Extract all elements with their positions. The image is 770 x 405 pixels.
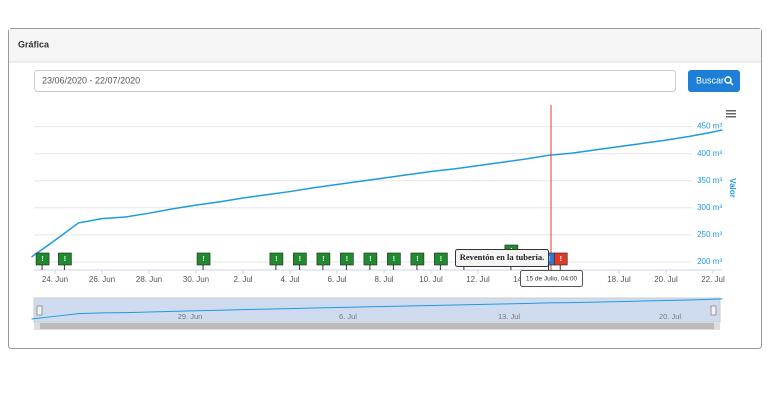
x-tick-label: 26. Jun [89,275,115,284]
tooltip-text: Reventón en la tubería. [460,252,545,262]
x-tick-label: 10. Jul [419,275,443,284]
y-tick-label: 200 m³ [697,257,722,266]
crosshair-label-box [520,270,583,287]
navigator-handle[interactable] [36,305,43,316]
flag [58,252,72,266]
x-tick-label: 6. Jul [327,275,346,284]
x-tick-label: 2. Jul [233,275,252,284]
date-input[interactable] [34,70,676,92]
flag [387,252,401,266]
navigator-label: 20. Jul [659,312,681,321]
plot: 200 m³ 250 m³ 300 m³ 350 m³ 400 m³ 450 m³ Valo… [31,105,737,287]
x-tick-label: 28. Jun [136,275,162,284]
x-tick-label: 24. Jun [42,275,68,284]
flag-text: ! [64,256,66,263]
button-label: Buscar [696,75,724,85]
y-tick-label: 450 m³ [697,122,722,131]
flag [269,252,284,266]
flag-text: ! [560,256,562,263]
x-tick-label: 18. Jul [607,275,631,284]
search-icon [724,76,732,84]
flag-text: ! [346,256,348,263]
y-axis-title: Valor [728,178,737,198]
search-icon-handle [729,81,734,86]
flag [434,252,448,266]
y-tick-label: 300 m³ [697,203,722,212]
crosshair-label: 15 de Julio, 04:00 [526,276,578,283]
panel [8,28,762,349]
flag-text: ! [393,256,395,263]
flag [196,252,211,266]
y-tick-label: 350 m³ [697,176,722,185]
tooltip [455,249,549,267]
flag [363,252,378,266]
navigator-line [31,298,723,320]
search-button[interactable] [688,70,740,92]
series-line [31,129,723,258]
flag-text: ! [440,256,442,263]
flag [553,252,568,266]
y-tick-label: 400 m³ [697,149,722,158]
flag [410,252,425,266]
flag [316,252,331,266]
flag-text: ! [41,256,43,263]
y-tick-label: 250 m³ [697,230,722,239]
navigator-label: 13. Jul [498,312,520,321]
menu-icon[interactable] [726,110,736,118]
panel-title: Gráfica [18,39,50,49]
date-range: 23/06/2020 - 22/07/2020 [42,75,140,85]
flag-text: ! [416,256,418,263]
flag-text: ! [275,256,277,263]
x-tick-label: 8. Jul [374,275,393,284]
navigator-label: 29. Jun [178,312,203,321]
flag-text: ! [299,256,301,263]
flag [293,252,307,266]
flag-text: ! [322,256,324,263]
flag [35,252,50,266]
flag [340,252,354,266]
navigator-handle[interactable] [710,305,717,316]
scrollbar-thumb[interactable] [40,323,714,329]
x-tick-label: 22. Jul [701,275,725,284]
x-tick-label: 20. Jul [654,275,678,284]
navigator-label: 6. Jul [339,312,357,321]
x-tick-label: 12. Jul [466,275,490,284]
panel-header [9,29,761,62]
flag-text: ! [369,256,371,263]
flag-text: ! [202,256,204,263]
x-tick-label: 30. Jun [183,275,209,284]
x-tick-label: 4. Jul [280,275,299,284]
